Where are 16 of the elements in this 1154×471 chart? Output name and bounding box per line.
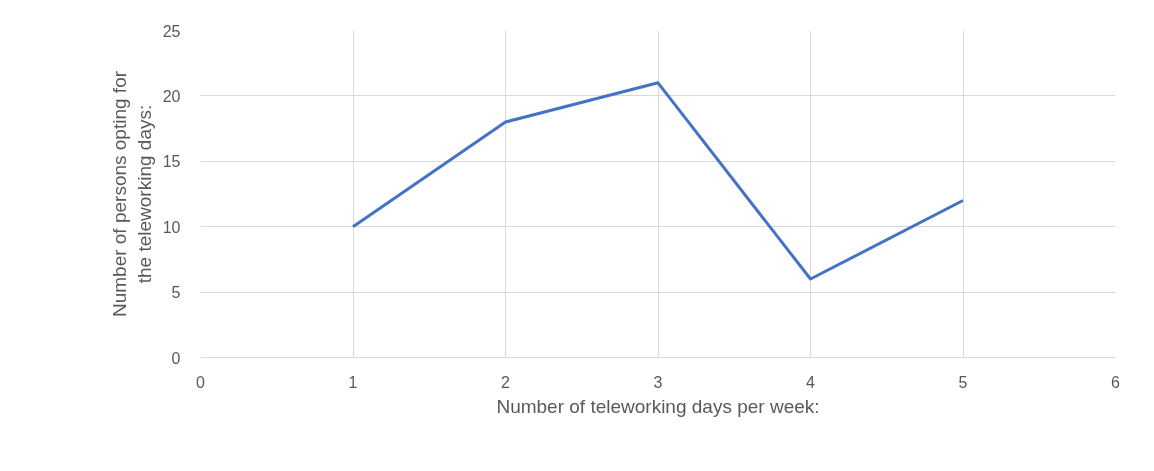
x-tick-label: 2 (501, 373, 511, 391)
y-tick-label: 0 (171, 349, 181, 367)
x-tick-label: 5 (958, 373, 968, 391)
x-tick-label: 3 (653, 373, 663, 391)
y-tick-label: 5 (171, 284, 181, 302)
line-series (351, 81, 965, 281)
y-tick-label: 20 (162, 87, 181, 105)
x-axis-title: Number of teleworking days per week: (496, 395, 820, 417)
y-tick-label: 25 (162, 22, 181, 40)
x-tick-label: 6 (1111, 373, 1121, 391)
y-tick-label: 10 (162, 218, 181, 236)
x-tick-label: 1 (348, 373, 358, 391)
y-axis-title: Number of persons opting for the teleworking days: (108, 70, 155, 318)
x-tick-label: 4 (806, 373, 816, 391)
x-tick-label: 0 (196, 373, 206, 391)
y-tick-label: 15 (162, 153, 181, 171)
